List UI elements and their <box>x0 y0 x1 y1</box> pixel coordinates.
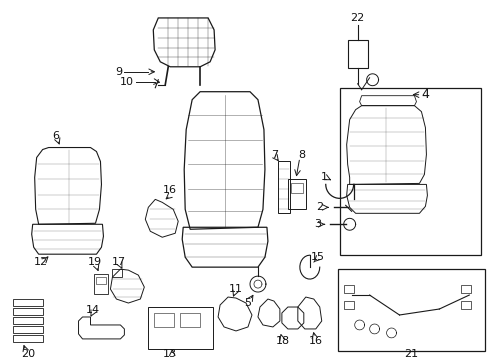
Text: 13: 13 <box>163 349 177 359</box>
Text: 16: 16 <box>163 185 177 195</box>
Text: 19: 19 <box>87 257 102 267</box>
Text: 17: 17 <box>111 257 125 267</box>
Bar <box>337 269 484 351</box>
Text: 18: 18 <box>275 336 289 346</box>
Bar <box>148 307 213 349</box>
Text: 11: 11 <box>228 284 243 294</box>
Text: 4: 4 <box>421 88 428 101</box>
Text: 22: 22 <box>350 13 364 23</box>
Text: 6: 6 <box>52 131 59 140</box>
Bar <box>13 335 42 342</box>
Bar <box>290 183 302 193</box>
Text: 5: 5 <box>244 298 251 308</box>
Bar <box>460 285 470 293</box>
Text: 10: 10 <box>119 77 133 87</box>
Bar <box>13 299 42 306</box>
Text: 8: 8 <box>298 149 305 159</box>
Text: 9: 9 <box>115 67 122 77</box>
Text: 15: 15 <box>310 252 324 262</box>
Text: 21: 21 <box>404 349 418 359</box>
Text: 14: 14 <box>85 305 100 315</box>
Bar <box>13 317 42 324</box>
Bar <box>180 313 200 327</box>
Bar <box>343 301 353 309</box>
Text: 16: 16 <box>308 336 322 346</box>
Bar <box>287 179 305 209</box>
Bar <box>154 313 174 327</box>
Bar <box>13 326 42 333</box>
Text: 20: 20 <box>20 349 35 359</box>
Text: 1: 1 <box>321 172 327 183</box>
Bar <box>13 308 42 315</box>
Bar <box>94 274 108 294</box>
Bar <box>96 277 106 284</box>
Bar <box>460 301 470 309</box>
Bar <box>347 40 367 68</box>
Bar <box>339 88 480 255</box>
Bar <box>277 162 289 213</box>
Bar <box>343 285 353 293</box>
Text: 2: 2 <box>316 202 323 212</box>
Text: 3: 3 <box>314 219 321 229</box>
Text: 12: 12 <box>34 257 48 267</box>
Bar <box>112 269 122 277</box>
Text: 7: 7 <box>271 149 278 159</box>
